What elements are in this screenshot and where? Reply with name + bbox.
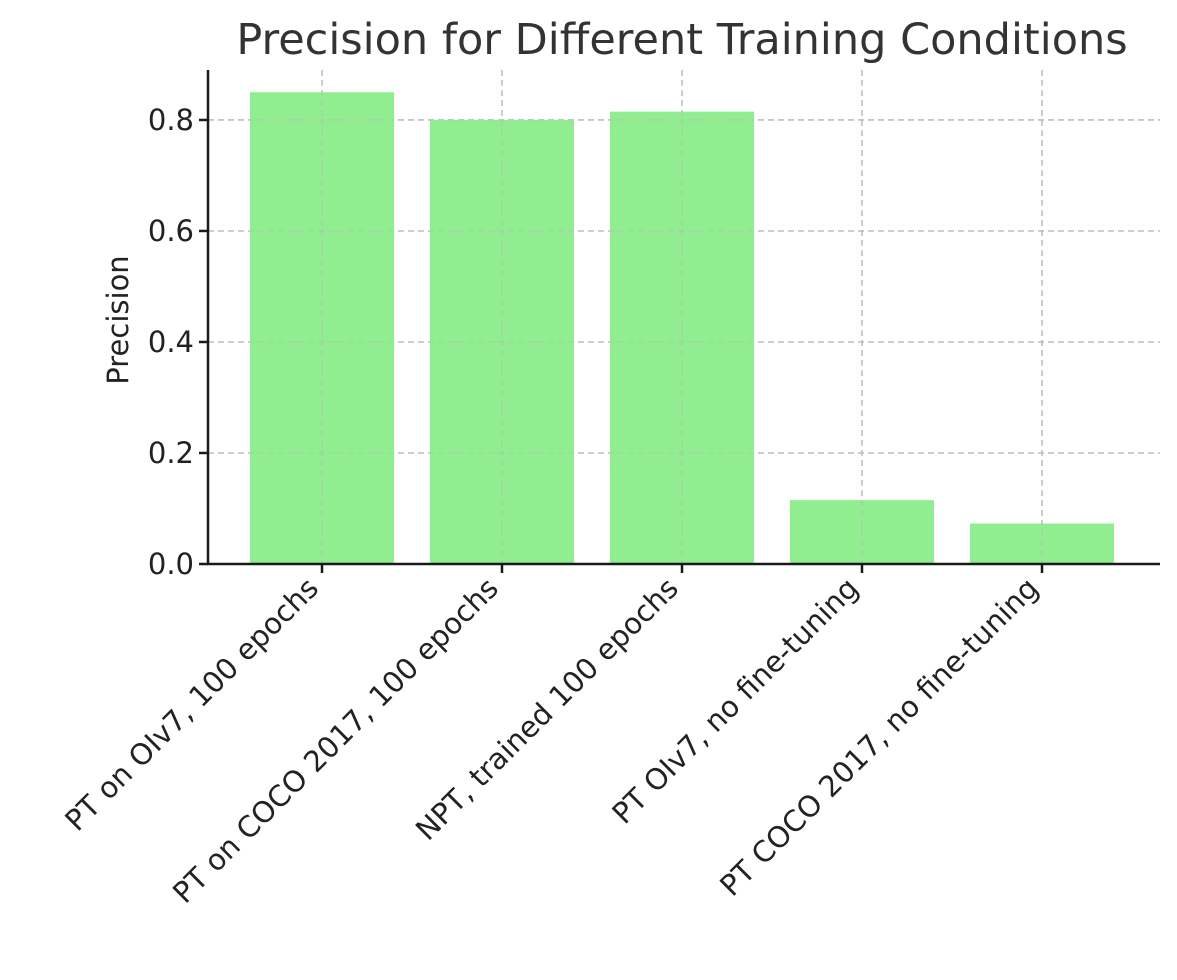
bar — [610, 111, 754, 564]
x-tick-label: PT COCO 2017, no fine-tuning — [713, 571, 1045, 903]
y-tick-label: 0.8 — [148, 103, 194, 137]
axes — [206, 70, 1160, 566]
bars — [208, 70, 1160, 565]
y-tick-label: 0.4 — [148, 325, 194, 359]
y-ticks: 0.0 0.2 0.4 0.6 0.8 — [148, 103, 208, 581]
y-axis-label: Precision — [101, 255, 135, 384]
y-tick-label: 0.6 — [148, 214, 194, 248]
chart-title: Precision for Different Training Conditi… — [236, 15, 1127, 65]
x-tick-label: PT on COCO 2017, 100 epochs — [166, 571, 505, 910]
y-tick-label: 0.2 — [148, 436, 194, 470]
y-tick-label: 0.0 — [148, 547, 194, 581]
